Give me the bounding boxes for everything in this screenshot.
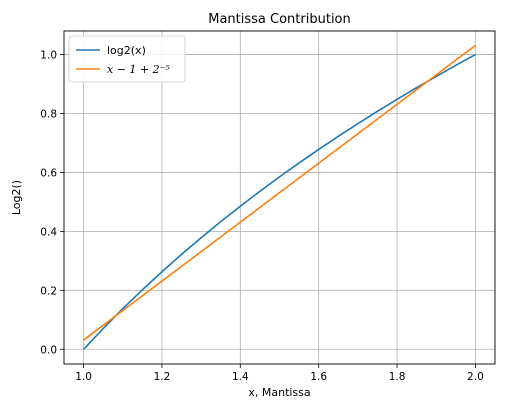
axes-frame [63,30,496,365]
x-tick-label-5: 2.0 [467,371,484,383]
y-tick-label-4: 0.8 [40,109,57,121]
x-axis-label: x, Mantissa [248,386,310,399]
legend-label-0: log2(x) [107,44,146,57]
legend-label-1: x − 1 + 2⁻⁵ [107,63,170,76]
x-tick-label-1: 1.2 [154,371,171,383]
x-tick-label-0: 1.0 [75,371,92,383]
series-layer [83,44,476,350]
y-axis-label: Log2() [10,180,23,215]
legend: log2(x) x − 1 + 2⁻⁵ [68,35,186,83]
x-axis-ticks: 1.0 1.2 1.4 1.6 1.8 2.0 [75,364,484,383]
x-tick-label-4: 1.8 [389,371,406,383]
series-line-0 [83,53,476,350]
y-tick-label-5: 1.0 [40,50,57,62]
grid [64,31,495,364]
y-axis-ticks: 0.0 0.2 0.4 0.6 0.8 1.0 [40,50,64,356]
y-tick-label-1: 0.2 [40,285,57,297]
chart-title: Mantissa Contribution [208,12,351,27]
y-tick-label-2: 0.4 [40,226,57,238]
legend-box [68,35,186,83]
x-tick-label-3: 1.6 [310,371,327,383]
series-line-1 [83,44,476,341]
y-tick-label-3: 0.6 [40,167,57,179]
plot-frame [63,30,496,365]
y-tick-label-0: 0.0 [40,344,57,356]
x-tick-label-2: 1.4 [232,371,249,383]
